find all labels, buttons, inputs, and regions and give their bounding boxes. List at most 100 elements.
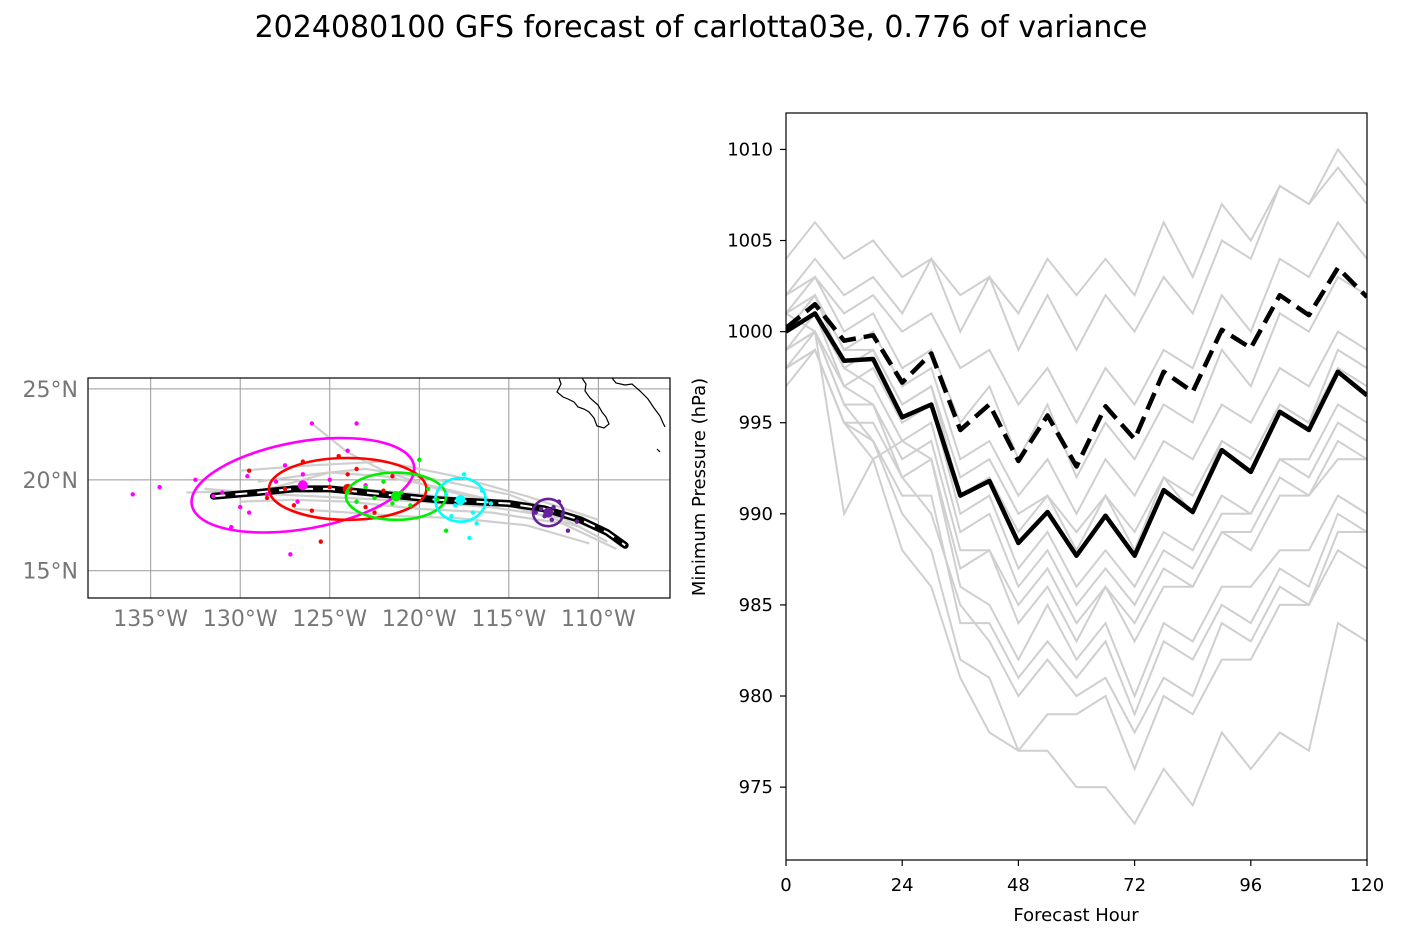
mean-line-dashed	[786, 265, 1367, 469]
member-line	[786, 348, 1367, 699]
position-point	[542, 513, 547, 519]
ensemble-track	[293, 507, 590, 545]
lon-tick-label: 120°W	[382, 607, 457, 632]
x-tick-label: 120	[1350, 875, 1384, 896]
uncertainty-ellipse	[190, 436, 416, 534]
ellipse-center	[455, 494, 466, 505]
map-background	[88, 378, 670, 598]
position-point	[461, 472, 467, 477]
ellipse-center	[391, 491, 402, 502]
position-point	[452, 503, 458, 508]
x-tick-label: 72	[1123, 875, 1146, 896]
y-tick-label: 980	[739, 686, 773, 707]
pressure-chart: 0 24 48 72 96 120 975 980 985 990 995 1000 1005 1010…	[689, 112, 1384, 926]
x-tick-label: 0	[780, 875, 791, 896]
position-point	[354, 466, 359, 472]
position-point	[282, 463, 288, 468]
coastline-mainland	[611, 378, 666, 428]
position-point	[533, 510, 538, 515]
position-point	[363, 504, 368, 510]
position-point	[354, 499, 359, 504]
position-point	[551, 504, 556, 510]
position-point	[327, 484, 332, 490]
member-line	[786, 348, 1367, 826]
position-point	[435, 497, 440, 503]
position-point	[443, 528, 449, 533]
position-point	[157, 484, 162, 490]
mean-lines	[786, 265, 1367, 558]
lon-tick-label: 135°W	[113, 607, 188, 632]
y-axis-ticks: 975 980 985 990 995 1000 1005 1010	[727, 139, 786, 798]
position-point	[220, 490, 225, 495]
position-point	[372, 495, 377, 501]
position-point	[282, 486, 288, 492]
ensemble-track	[240, 498, 617, 550]
position-point	[130, 492, 135, 497]
y-tick-label: 995	[739, 413, 773, 434]
position-point	[246, 510, 252, 515]
position-point	[336, 453, 341, 459]
member-line	[786, 293, 1367, 607]
position-point	[474, 521, 479, 526]
position-point	[300, 459, 306, 464]
member-line	[786, 275, 1367, 480]
lon-tick-label: 125°W	[292, 607, 367, 632]
member-line	[786, 330, 1367, 735]
member-line	[786, 147, 1367, 316]
figure-title: 2024080100 GFS forecast of carlotta03e, …	[254, 10, 1148, 45]
position-point	[417, 457, 422, 463]
ellipse-center	[297, 480, 308, 491]
ensemble-track	[240, 460, 599, 521]
position-point	[549, 517, 555, 523]
position-point	[345, 490, 350, 495]
position-point	[574, 519, 580, 524]
position-point	[211, 493, 216, 499]
position-point	[327, 477, 332, 483]
lat-tick-label: 15°N	[23, 560, 78, 585]
y-tick-label: 1000	[727, 322, 773, 343]
member-line	[786, 311, 1367, 589]
position-point	[538, 506, 544, 512]
position-point	[443, 492, 449, 497]
member-line	[786, 329, 1367, 644]
coastline-baja	[556, 378, 610, 429]
position-point	[193, 477, 198, 483]
position-point	[390, 501, 395, 506]
position-point	[354, 421, 359, 426]
lon-tick-label: 130°W	[203, 607, 278, 632]
member-line	[786, 330, 1367, 772]
position-point	[309, 508, 315, 513]
member-line	[786, 293, 1367, 553]
y-tick-label: 985	[739, 595, 773, 616]
position-point	[449, 513, 454, 519]
position-point	[470, 510, 476, 515]
position-point	[273, 479, 279, 484]
track-map: 135°W 130°W 125°W 120°W 115°W 110°W 15°N 20°N 25…	[23, 377, 671, 632]
member-line	[786, 347, 1367, 717]
position-point	[309, 421, 315, 426]
position-point	[399, 490, 404, 495]
position-point	[264, 492, 270, 497]
position-point	[229, 524, 234, 530]
position-point	[556, 499, 562, 504]
position-point	[381, 479, 386, 484]
position-point	[300, 472, 306, 477]
mean-line-solid	[786, 311, 1367, 558]
position-point	[408, 503, 413, 508]
lat-tick-label: 20°N	[23, 469, 78, 494]
position-point	[245, 473, 250, 479]
x-axis-ticks: 0 24 48 72 96 120	[780, 860, 1384, 896]
position-point	[345, 448, 350, 453]
member-lines	[786, 147, 1367, 826]
position-point	[295, 499, 300, 504]
x-tick-label: 48	[1007, 875, 1030, 896]
position-point	[372, 510, 377, 515]
lat-tick-label: 25°N	[23, 378, 78, 403]
position-point	[560, 512, 565, 517]
map-frame	[87, 377, 671, 599]
coastline	[556, 378, 666, 453]
y-axis-label: Minimum Pressure (hPa)	[689, 378, 710, 596]
position-point	[426, 486, 431, 492]
x-tick-label: 24	[891, 875, 914, 896]
